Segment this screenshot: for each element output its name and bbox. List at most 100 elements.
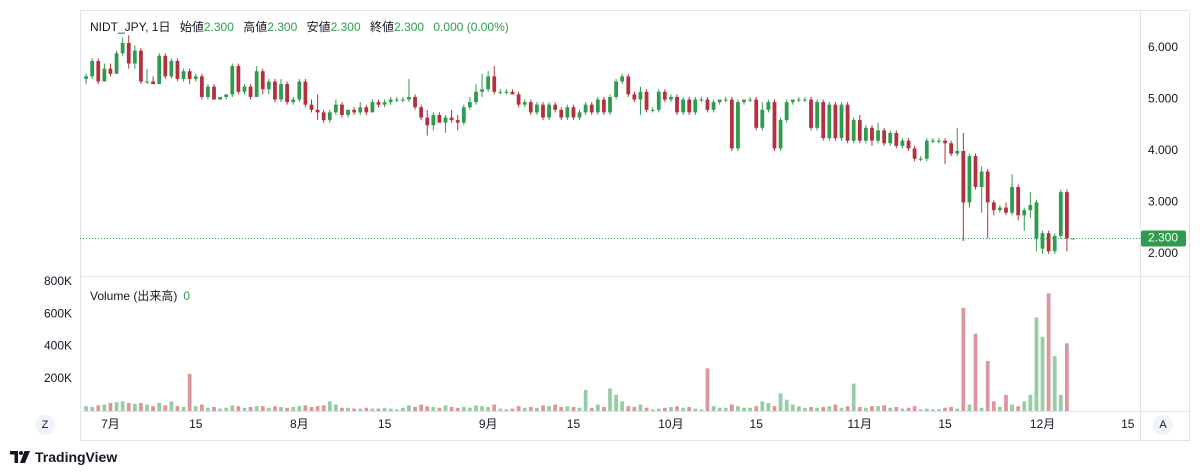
volume-title[interactable]: Volume (出来高) <box>90 289 178 303</box>
candle-body <box>662 91 667 100</box>
volume-bar <box>291 406 296 411</box>
candle-body <box>413 96 417 108</box>
volume-bar <box>187 373 192 411</box>
volume-bar <box>876 406 880 411</box>
candle-body <box>431 114 436 126</box>
volume-bar <box>839 407 844 411</box>
candle-body <box>425 117 430 126</box>
candle-body <box>961 150 966 203</box>
candle-body <box>175 60 180 79</box>
candle-body <box>248 86 253 97</box>
volume-bar <box>851 383 856 411</box>
volume-bar <box>937 409 941 411</box>
candle-body <box>139 50 143 82</box>
candle-body <box>839 104 844 139</box>
zoom-button[interactable]: Z <box>35 415 55 435</box>
volume-bar <box>553 404 558 411</box>
volume-bar <box>279 406 283 411</box>
volume-bar <box>784 399 789 411</box>
candle-body <box>595 99 600 113</box>
high-value: 2.300 <box>267 20 298 34</box>
volume-bar <box>991 401 996 411</box>
high-label: 高値 <box>243 20 268 34</box>
volume-bar <box>955 408 960 411</box>
last-price-label: 2.300 <box>1148 231 1178 245</box>
volume-bar <box>358 408 363 411</box>
price-tick-label: 3.000 <box>1148 195 1178 209</box>
zoom-button-label[interactable]: Z <box>42 419 49 431</box>
candle-body <box>108 68 113 74</box>
volume-bar <box>1010 404 1014 411</box>
candle-body <box>455 120 460 123</box>
candle-body <box>449 117 454 121</box>
volume-bar <box>644 407 649 411</box>
auto-button-label[interactable]: A <box>1159 419 1167 431</box>
volume-bar <box>492 404 497 411</box>
auto-scale-button[interactable]: A <box>1153 415 1173 435</box>
volume-bars <box>84 293 1069 411</box>
candle-body <box>687 99 692 113</box>
candle-body <box>151 81 155 85</box>
volume-bar <box>930 409 935 411</box>
candle-body <box>126 42 131 64</box>
volume-bar <box>790 404 795 411</box>
candle-body <box>1071 238 1075 240</box>
zoom-button-bg[interactable] <box>35 415 55 435</box>
candle-body <box>766 102 771 110</box>
candle-body <box>863 127 868 141</box>
volume-bar <box>985 361 990 411</box>
candle-body <box>480 89 484 92</box>
candle-body <box>803 99 807 101</box>
volume-bar <box>212 406 216 411</box>
candle-body <box>1034 202 1039 239</box>
candle-body <box>924 140 929 159</box>
candles <box>84 35 1075 254</box>
close-label: 終値 <box>370 20 395 34</box>
candle-body <box>656 91 661 110</box>
volume-bar <box>388 408 393 411</box>
candle-body <box>516 94 521 105</box>
volume-bar <box>626 406 631 411</box>
volume-bar <box>589 407 594 411</box>
candle-body <box>979 171 984 187</box>
time-tick-label: 15 <box>567 417 581 431</box>
volume-bar <box>662 407 667 411</box>
symbol[interactable]: NIDT_JPY, 1日 <box>90 20 171 34</box>
candle-body <box>1052 235 1057 252</box>
volume-bar <box>577 407 582 411</box>
volume-bar <box>766 402 771 411</box>
volume-bar <box>266 407 271 411</box>
volume-bar <box>608 388 612 411</box>
volume-bar <box>717 407 722 411</box>
volume-bar <box>1004 394 1008 411</box>
candle-body <box>504 91 509 93</box>
time-tick-label: 15 <box>189 417 203 431</box>
brand[interactable]: TradingView <box>10 449 117 465</box>
volume-bar <box>620 401 625 411</box>
volume-bar <box>108 402 113 411</box>
volume-bar <box>900 408 905 411</box>
candle-body <box>510 91 515 95</box>
candle-body <box>279 84 283 100</box>
time-tick-label: 10月 <box>658 417 683 431</box>
volume-bar <box>181 406 186 411</box>
candle-body <box>845 104 850 141</box>
volume-bar <box>821 406 826 411</box>
brand-name[interactable]: TradingView <box>35 449 118 465</box>
volume-bar <box>888 407 893 411</box>
candle-body <box>955 150 960 154</box>
volume-bar <box>571 406 576 411</box>
volume-bar <box>547 406 551 411</box>
time-tick-label: 8月 <box>290 417 309 431</box>
volume-bar <box>870 406 874 411</box>
candle-body <box>315 109 320 113</box>
candle-body <box>492 76 497 92</box>
candle-body <box>419 107 424 118</box>
volume-bar <box>559 406 564 411</box>
brand-logo <box>10 451 30 463</box>
auto-button-bg[interactable] <box>1153 415 1173 435</box>
volume-bar <box>1040 336 1045 411</box>
volume-bar <box>449 406 454 411</box>
candle-body <box>443 117 448 123</box>
